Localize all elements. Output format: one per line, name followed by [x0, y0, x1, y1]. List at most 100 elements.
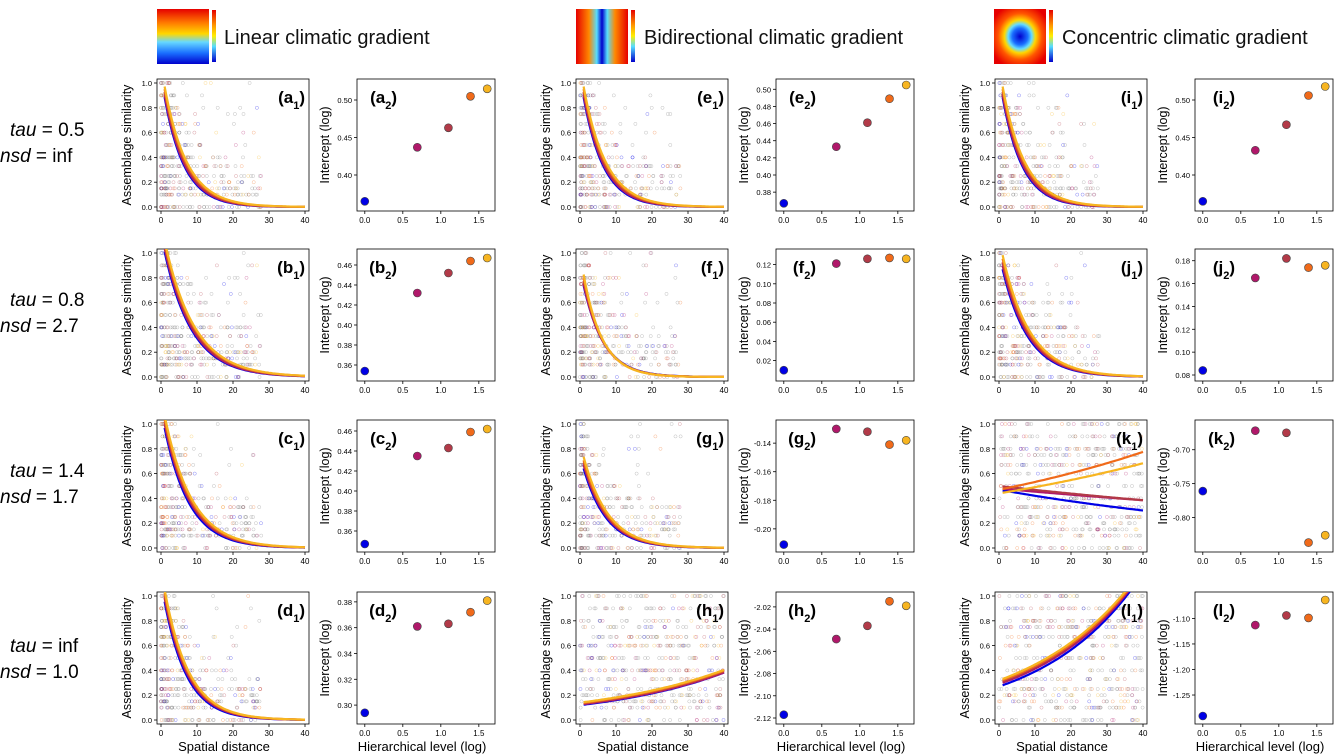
x-tick-label: 0.5	[1235, 557, 1247, 566]
plot-frame	[775, 248, 915, 382]
panel-l: 0 10 20 30 40 0.0 0.2 0.4 0.6 0.8 1.0 Assemblage si…	[958, 591, 1334, 738]
x-tick-label: 0.0	[359, 386, 371, 395]
x-tick-label: 1.0	[1273, 729, 1285, 738]
ylabel-similarity: Assemblage similarity	[120, 425, 134, 547]
intercept-plot-i: 0.0 0.5 1.0 1.5 0.40 0.45 0.50 Intercept (log) (…	[1156, 78, 1334, 225]
y-tick-label: 0.8	[561, 104, 571, 113]
nsd-name: nsd	[0, 487, 32, 508]
y-tick-label: -2.10	[754, 692, 771, 701]
intercept-point-level-1	[360, 708, 370, 718]
intercept-point-level-4	[1304, 263, 1313, 272]
ylabel-similarity: Assemblage similarity	[958, 254, 972, 376]
ylabel-intercept: Intercept (log)	[1156, 447, 1170, 524]
panel-label-e2: (e2)	[789, 88, 816, 112]
y-tick-label: 0.6	[561, 470, 571, 479]
y-tick-label: 0.12	[756, 261, 771, 270]
panel-label-l1: (l1)	[1121, 601, 1143, 625]
x-tick-label: 0	[578, 557, 583, 566]
y-tick-label: 0.2	[142, 348, 152, 357]
y-tick-label: 0.6	[142, 299, 152, 308]
ylabel-similarity: Assemblage similarity	[539, 254, 553, 376]
y-tick-label: 0.8	[980, 274, 990, 283]
x-tick-label: 20	[648, 729, 657, 738]
nsd-value: inf	[52, 146, 73, 167]
panel-g: 0 10 20 30 40 0.0 0.2 0.4 0.6 0.8 1.0 Assemblage si…	[539, 419, 915, 566]
intercept-plot-j: 0.0 0.5 1.0 1.5 0.08 0.10 0.12 0.14 0.16 0.18 Inte…	[1156, 248, 1334, 395]
panel-label-j2: (j2)	[1213, 258, 1235, 282]
intercept-point-level-5	[1320, 595, 1330, 605]
intercept-point-level-4	[885, 94, 894, 103]
x-tick-label: 0	[578, 386, 583, 395]
x-tick-label: 1.5	[1311, 729, 1323, 738]
intercept-point-level-5	[901, 80, 911, 90]
x-tick-label: 10	[612, 386, 621, 395]
panel-label-j1: (j1)	[1121, 258, 1143, 282]
panel-label-b1: (b1)	[277, 258, 305, 282]
x-tick-label: 1.0	[435, 557, 447, 566]
nsd-name: nsd	[0, 662, 32, 683]
intercept-point-level-2	[1251, 273, 1260, 283]
intercept-point-level-2	[1251, 620, 1260, 630]
fit-curve-level-5	[163, 592, 305, 721]
intercept-point-level-1	[360, 197, 370, 206]
intercept-point-level-2	[412, 288, 422, 298]
y-tick-label: 0.36	[337, 361, 352, 370]
intercept-point-level-1	[1198, 711, 1208, 721]
y-tick-label: 0.0	[561, 203, 571, 212]
y-tick-label: 0.8	[980, 104, 990, 113]
intercept-point-level-3	[444, 619, 453, 629]
intercept-point-level-3	[444, 443, 453, 453]
y-tick-label: 1.0	[142, 420, 152, 429]
tau-value: 0.5	[58, 120, 84, 141]
y-tick-label: 0.10	[1175, 348, 1190, 357]
x-tick-label: 30	[684, 386, 693, 395]
y-tick-label: 0.38	[756, 188, 771, 197]
bidirectional-gradient-map-icon	[576, 9, 628, 64]
y-tick-label: 0.44	[756, 137, 771, 146]
y-tick-label: -2.02	[754, 603, 771, 612]
y-tick-label: -2.04	[754, 625, 771, 634]
plot-frame	[156, 78, 310, 212]
x-tick-label: 1.0	[435, 729, 447, 738]
ylabel-similarity: Assemblage similarity	[120, 84, 134, 206]
intercept-point-level-3	[1282, 611, 1291, 620]
x-tick-label: 30	[1103, 386, 1112, 395]
fitted-curves	[163, 592, 306, 721]
x-tick-label: 20	[1067, 386, 1076, 395]
similarity-plot-k: 0 10 20 30 40 0.0 0.2 0.4 0.6 0.8 1.0 Assemblage si…	[958, 419, 1148, 566]
x-tick-label: 0.5	[816, 216, 828, 225]
x-tick-label: 0.5	[397, 216, 409, 225]
intercept-point-level-5	[482, 253, 492, 263]
similarity-plot-l: 0 10 20 30 40 0.0 0.2 0.4 0.6 0.8 1.0 Assemblage si…	[958, 591, 1148, 738]
tau-name: tau	[10, 461, 37, 482]
intercept-point-level-1	[779, 540, 789, 549]
intercept-point-level-1	[1198, 197, 1208, 206]
intercept-point-level-3	[1282, 254, 1291, 263]
x-tick-label: 10	[612, 216, 621, 225]
fit-curve-level-5	[164, 420, 305, 549]
panel-h: 0 10 20 30 40 0.0 0.2 0.4 0.6 0.8 1.0 Assemblage si…	[539, 591, 915, 738]
y-tick-label: 0.2	[561, 691, 571, 700]
plot-frame	[575, 78, 729, 212]
y-tick-label: 0.36	[337, 624, 352, 633]
panel-label-e1: (e1)	[697, 88, 724, 112]
fit-curve-level-5	[1002, 462, 1144, 494]
ylabel-intercept: Intercept (log)	[737, 619, 751, 696]
intercept-point-level-4	[466, 607, 475, 617]
panel-label-c2: (c2)	[370, 429, 397, 453]
plot-frame	[994, 78, 1148, 212]
y-tick-label: 0.14	[1175, 302, 1190, 311]
intercept-point-level-1	[1198, 366, 1208, 375]
header-linear-title: Linear climatic gradient	[224, 27, 430, 49]
y-tick-label: 0.36	[337, 527, 352, 536]
y-tick-label: 0.0	[142, 203, 152, 212]
y-tick-label: 0.42	[337, 301, 352, 310]
intercept-point-level-5	[482, 84, 492, 94]
row-label-2: tau = 1.4 nsd = 1.7	[0, 461, 85, 508]
panel-label-i1: (i1)	[1121, 88, 1143, 112]
fitted-curves	[1001, 86, 1144, 208]
panel-label-h1: (h1)	[696, 601, 724, 625]
x-tick-label: 0	[159, 386, 164, 395]
panel-label-k2: (k2)	[1208, 429, 1235, 453]
y-tick-label: -0.18	[754, 496, 771, 505]
